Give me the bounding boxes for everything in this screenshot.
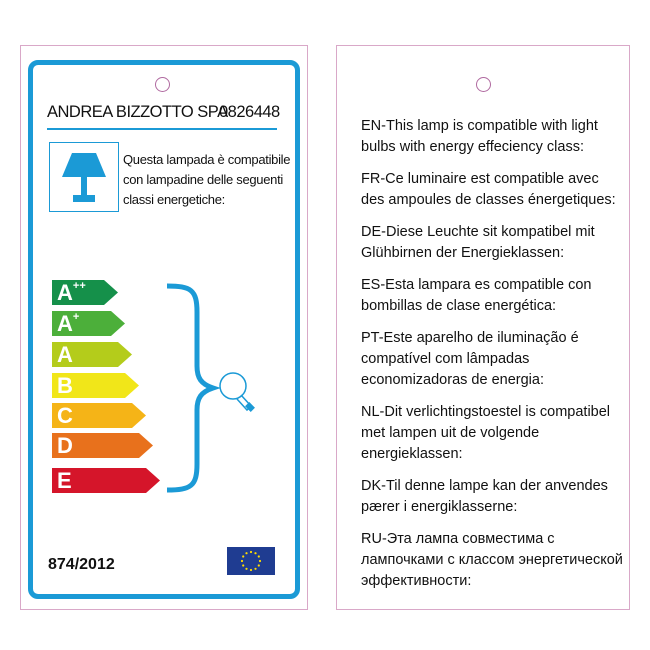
energy-label-card: ANDREA BIZZOTTO SPA 0826448 Questa lampa… [20,45,308,610]
hang-hole-icon [155,77,170,92]
energy-class-letter: D [57,433,73,458]
eu-flag-icon [227,547,275,575]
lamp-icon [49,142,119,212]
translation-paragraph: NL-Dit verlichtingstoestel is compatibel… [361,404,611,462]
energy-class-bar: A+ [52,311,125,336]
translations-card: EN-This lamp is compatible with light bu… [336,45,630,610]
energy-class-bar: A++ [52,280,118,305]
energy-class-bar: B [52,373,139,398]
energy-class-bar: C [52,403,146,428]
energy-class-bar: A [52,342,132,367]
company-name: ANDREA BIZZOTTO SPA [47,103,228,121]
hang-hole-icon [476,77,491,92]
translation-paragraph: RU-Эта лампа совместима с лампочками с к… [361,531,623,589]
translation-paragraph: DK-Til denne lampe kan der anvendes pære… [361,478,608,515]
translation-paragraph: FR-Ce luminaire est compatible avec des … [361,171,616,208]
energy-class-bar: E [52,468,160,493]
energy-class-letter: C [57,403,73,428]
regulation-number: 874/2012 [48,556,115,573]
energy-class-sup: ++ [72,280,86,292]
translation-paragraph: EN-This lamp is compatible with light bu… [361,118,598,155]
energy-class-bar: D [52,433,153,458]
compatibility-text-it: Questa lampada è compatibile con lampadi… [123,152,291,207]
translations-text: EN-This lamp is compatible with light bu… [361,116,623,603]
label-frame [28,60,300,599]
energy-class-sup: + [72,311,80,323]
energy-class-letter: A [57,342,73,367]
energy-class-letter: E [57,468,72,493]
divider [47,128,277,130]
translation-paragraph: ES-Esta lampara es compatible con bombil… [361,277,592,314]
translation-paragraph: PT-Este aparelho de iluminação é compatí… [361,330,579,388]
brace-icon [166,283,255,493]
energy-class-letter: A [57,311,73,336]
product-code: 0826448 [219,103,280,121]
energy-class-letter: B [57,373,73,398]
translation-paragraph: DE-Diese Leuchte sit kompatibel mit Glüh… [361,224,595,261]
energy-class-letter: A [57,280,73,305]
light-bulb-icon [219,372,255,412]
